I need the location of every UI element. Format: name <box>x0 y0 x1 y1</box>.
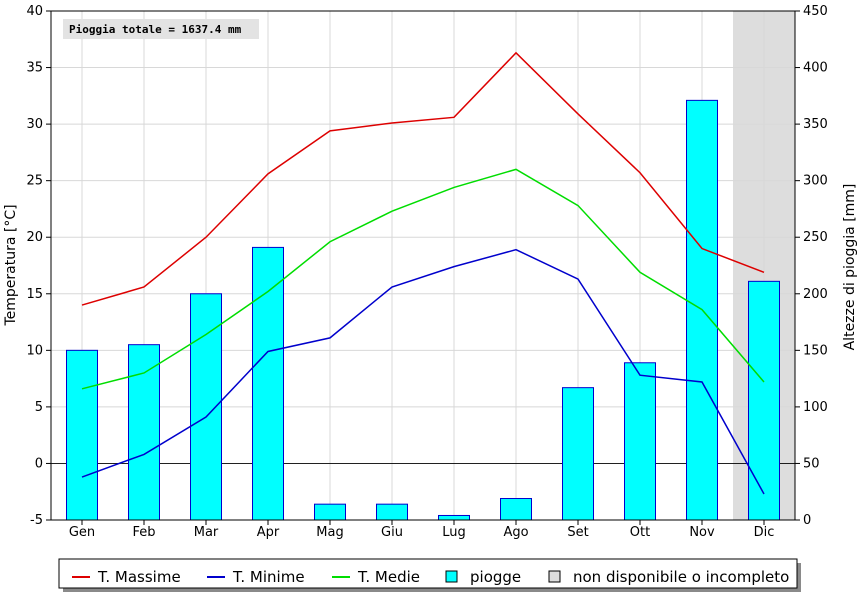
x-tick-label: Mag <box>316 525 343 540</box>
y-left-tick-label: 40 <box>26 4 43 19</box>
y-left-tick-label: 0 <box>35 456 43 471</box>
bar-set <box>562 387 594 521</box>
plot-frame <box>50 10 796 521</box>
bar-ago <box>500 498 532 521</box>
y-right-tick-label: 350 <box>803 117 828 132</box>
series-line-t-medie <box>81 168 765 390</box>
y-right-tick-label: 200 <box>803 287 828 302</box>
temperature-lines <box>81 51 765 495</box>
y-right-tick-label: 400 <box>803 61 828 76</box>
y-left-tick-label: -5 <box>30 513 43 528</box>
legend: T. Massime T. Minime T. Medie piogge non dis… <box>58 558 801 592</box>
x-tick-label: Feb <box>132 525 155 540</box>
y-left-tick-label: 10 <box>26 343 43 358</box>
y-right-tick-label: 100 <box>803 400 828 415</box>
series-line-t-massime <box>81 51 765 306</box>
x-tick-label: Ago <box>503 525 528 540</box>
x-tick-label: Gen <box>69 525 95 540</box>
annotation-box <box>63 19 259 39</box>
bar-dic <box>748 280 780 521</box>
series-line-t-minime <box>81 248 765 495</box>
legend-label: T. Medie <box>357 568 420 586</box>
legend-label: T. Minime <box>232 568 305 586</box>
bar-gen <box>66 349 98 521</box>
y-axis-left-title: Temperatura [°C] <box>3 204 19 326</box>
bar-mag <box>314 503 346 521</box>
y-right-tick-label: 300 <box>803 174 828 189</box>
x-tick-label: Lug <box>442 525 466 540</box>
legend-label: piogge <box>470 568 521 586</box>
y-left-tick-label: 35 <box>26 61 43 76</box>
y-left-tick-label: 5 <box>35 400 43 415</box>
y-right-tick-label: 450 <box>803 4 828 19</box>
y-right-tick-label: 150 <box>803 343 828 358</box>
grid-lines <box>51 11 795 520</box>
legend-marker-box <box>445 570 458 583</box>
y-axis-right-title: Altezze di pioggia [mm] <box>842 184 858 351</box>
bar-lug <box>438 514 470 521</box>
y-left-tick-label: 20 <box>26 230 43 245</box>
x-tick-label: Mar <box>194 525 219 540</box>
legend-label: T. Massime <box>97 568 181 586</box>
axis-ticks: Gen Feb Mar Apr Mag Giu Lug Ago Set Ott Nov Dic -5 0 5… <box>26 4 827 540</box>
bar-giu <box>376 503 408 521</box>
x-tick-label: Apr <box>257 525 280 540</box>
x-tick-label: Set <box>567 525 588 540</box>
y-left-tick-label: 30 <box>26 117 43 132</box>
annotation-text: Pioggia totale = 1637.4 mm <box>69 23 242 36</box>
legend-label: non disponibile o incompleto <box>573 568 789 586</box>
x-tick-label: Giu <box>381 525 403 540</box>
legend-box <box>58 558 798 589</box>
y-left-tick-label: 25 <box>26 174 43 189</box>
legend-marker-box <box>548 570 561 583</box>
x-tick-label: Nov <box>689 525 715 540</box>
y-right-tick-label: 250 <box>803 230 828 245</box>
bar-apr <box>252 246 284 521</box>
x-tick-label: Ott <box>630 525 650 540</box>
y-right-tick-label: 0 <box>803 513 811 528</box>
bar-ott <box>624 362 656 521</box>
y-right-tick-label: 50 <box>803 456 820 471</box>
y-left-tick-label: 15 <box>26 287 43 302</box>
bar-feb <box>128 344 160 521</box>
x-tick-label: Dic <box>754 525 775 540</box>
